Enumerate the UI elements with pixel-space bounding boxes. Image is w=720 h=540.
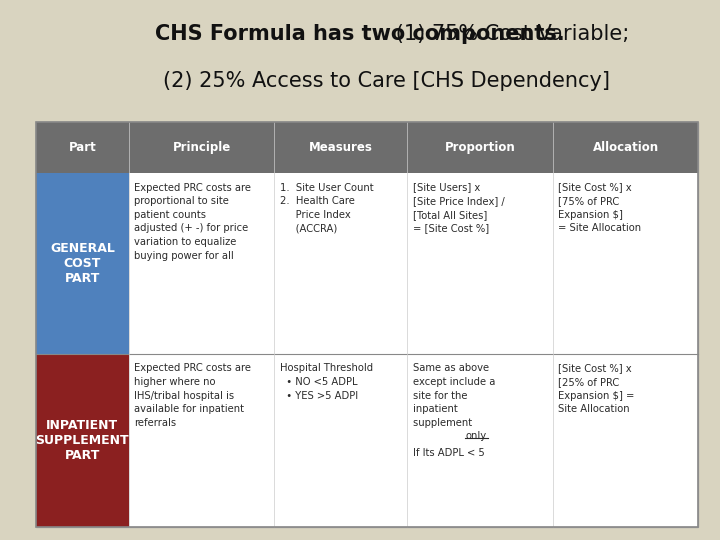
Text: CHS Formula has two components.: CHS Formula has two components. — [155, 24, 565, 44]
Text: [Site Users] x
[Site Price Index] /
[Total All Sites]
= [Site Cost %]: [Site Users] x [Site Price Index] / [Tot… — [413, 183, 505, 233]
FancyBboxPatch shape — [36, 122, 698, 526]
Text: If Its ADPL < 5: If Its ADPL < 5 — [413, 448, 485, 457]
FancyBboxPatch shape — [36, 354, 129, 526]
Text: 1.  Site User Count
2.  Health Care
     Price Index
     (ACCRA): 1. Site User Count 2. Health Care Price … — [280, 183, 374, 233]
FancyBboxPatch shape — [36, 122, 698, 173]
Text: Hospital Threshold
  • NO <5 ADPL
  • YES >5 ADPI: Hospital Threshold • NO <5 ADPL • YES >5… — [280, 363, 374, 401]
Text: (2) 25% Access to Care [CHS Dependency]: (2) 25% Access to Care [CHS Dependency] — [110, 71, 610, 91]
Text: (1) 75% Cost Variable;: (1) 75% Cost Variable; — [91, 24, 629, 44]
Text: Measures: Measures — [309, 140, 373, 154]
Text: Expected PRC costs are
higher where no
IHS/tribal hospital is
available for inpa: Expected PRC costs are higher where no I… — [135, 363, 251, 428]
Text: [Site Cost %] x
[25% of PRC
Expansion $] =
Site Allocation: [Site Cost %] x [25% of PRC Expansion $]… — [559, 363, 635, 414]
Text: GENERAL
COST
PART: GENERAL COST PART — [50, 242, 114, 285]
Text: Same as above
except include a
site for the
inpatient
supplement: Same as above except include a site for … — [413, 363, 495, 428]
Text: Proportion: Proportion — [444, 140, 516, 154]
Text: Principle: Principle — [173, 140, 230, 154]
Text: INPATIENT
SUPPLEMENT
PART: INPATIENT SUPPLEMENT PART — [35, 418, 129, 462]
Text: Allocation: Allocation — [593, 140, 659, 154]
Text: Part: Part — [68, 140, 96, 154]
Text: only: only — [465, 431, 487, 441]
Text: [Site Cost %] x
[75% of PRC
Expansion $]
= Site Allocation: [Site Cost %] x [75% of PRC Expansion $]… — [559, 183, 642, 233]
Text: Expected PRC costs are
proportional to site
patient counts
adjusted (+ -) for pr: Expected PRC costs are proportional to s… — [135, 183, 251, 260]
FancyBboxPatch shape — [36, 173, 129, 354]
